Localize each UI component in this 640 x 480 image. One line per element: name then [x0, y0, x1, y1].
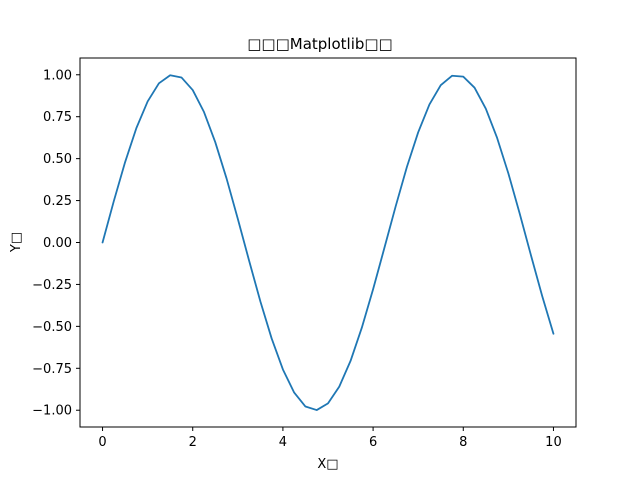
- y-tick-label: 0.50: [43, 152, 72, 167]
- x-tick-label: 0: [98, 435, 106, 450]
- series-line-0: [101, 74, 555, 411]
- x-tick-label: 6: [369, 435, 377, 450]
- x-tick-label: 10: [545, 435, 562, 450]
- y-tick-label: −1.00: [32, 404, 72, 419]
- x-tick-label: 4: [279, 435, 287, 450]
- y-tick-label: 0.75: [43, 110, 72, 125]
- y-tick-label: 1.00: [43, 68, 72, 83]
- x-tick-label: 2: [189, 435, 197, 450]
- y-tick-label: −0.50: [32, 320, 72, 335]
- x-axis: 0 2 4 6 8 10: [98, 427, 562, 450]
- x-axis-label: X□: [317, 457, 338, 472]
- y-tick-label: 0.00: [43, 236, 72, 251]
- x-tick-label: 8: [459, 435, 467, 450]
- y-tick-label: −0.25: [32, 278, 72, 293]
- y-axis: −1.00 −0.75 −0.50 −0.25 0.00 0.25 0.50 0.75 1.00: [32, 68, 80, 419]
- y-axis-label: Y□: [9, 232, 24, 253]
- y-tick-label: 0.25: [43, 194, 72, 209]
- y-tick-label: −0.75: [32, 362, 72, 377]
- chart-title: □□□Matplotlib□□: [247, 35, 392, 53]
- plot-area: [101, 74, 555, 411]
